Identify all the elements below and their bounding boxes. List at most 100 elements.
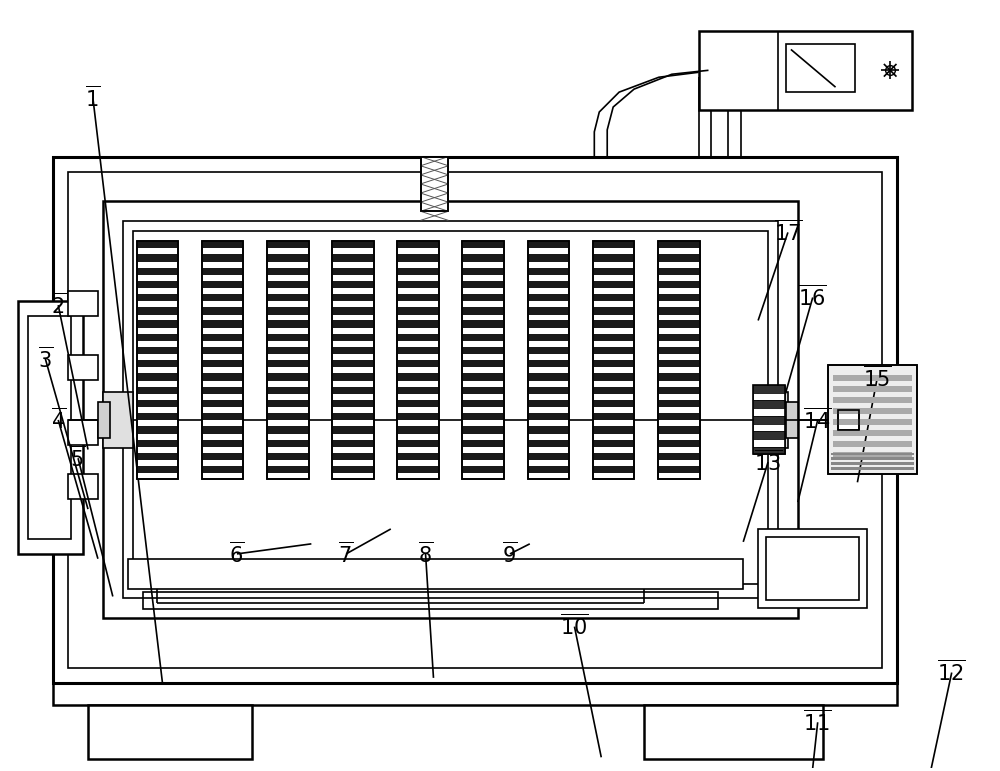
Bar <box>137 426 178 433</box>
Bar <box>658 387 700 394</box>
Bar <box>267 334 309 341</box>
Bar <box>593 281 634 288</box>
Bar <box>137 413 178 420</box>
Bar <box>397 241 439 480</box>
Bar <box>833 419 912 425</box>
Text: $\overline{11}$: $\overline{11}$ <box>803 709 832 735</box>
Bar <box>267 241 309 248</box>
Bar <box>462 387 504 394</box>
Bar <box>786 45 855 92</box>
Bar <box>462 294 504 301</box>
Text: $\overline{13}$: $\overline{13}$ <box>754 449 782 475</box>
Bar <box>593 307 634 315</box>
Bar <box>833 452 912 457</box>
Bar <box>332 453 374 460</box>
Bar <box>397 413 439 420</box>
Bar <box>397 466 439 473</box>
Bar <box>593 373 634 381</box>
Bar <box>753 416 785 423</box>
Bar <box>462 347 504 354</box>
Bar <box>658 413 700 420</box>
Bar <box>528 294 569 301</box>
Bar <box>332 466 374 473</box>
Bar <box>68 419 98 445</box>
Bar <box>462 307 504 315</box>
Bar <box>202 334 243 341</box>
Bar <box>397 334 439 341</box>
Bar <box>462 334 504 341</box>
Bar <box>332 426 374 433</box>
Bar <box>88 705 252 759</box>
Bar <box>658 439 700 447</box>
Bar <box>831 453 914 456</box>
Bar <box>137 360 178 368</box>
Bar <box>202 439 243 447</box>
Bar <box>528 387 569 394</box>
Bar <box>658 347 700 354</box>
Bar <box>699 31 912 110</box>
Bar <box>397 321 439 328</box>
Bar <box>137 241 178 248</box>
Bar <box>397 426 439 433</box>
Bar <box>202 453 243 460</box>
Bar <box>267 281 309 288</box>
Bar <box>397 360 439 368</box>
Bar <box>202 413 243 420</box>
Bar <box>462 453 504 460</box>
Bar <box>753 439 785 446</box>
Bar <box>332 347 374 354</box>
Bar <box>593 241 634 480</box>
Bar <box>833 375 912 381</box>
Bar <box>332 400 374 407</box>
Bar <box>753 385 785 392</box>
Bar <box>267 307 309 315</box>
Bar <box>332 387 374 394</box>
Bar <box>828 365 917 474</box>
Bar <box>202 373 243 381</box>
Bar <box>332 281 374 288</box>
Bar <box>838 410 859 429</box>
Bar <box>658 334 700 341</box>
Bar <box>462 268 504 274</box>
Bar <box>658 360 700 368</box>
Bar <box>202 387 243 394</box>
Bar <box>593 334 634 341</box>
Bar <box>658 307 700 315</box>
Bar <box>103 201 798 618</box>
Bar <box>267 400 309 407</box>
Bar <box>267 321 309 328</box>
Text: $\overline{17}$: $\overline{17}$ <box>774 220 802 245</box>
Text: $\overline{9}$: $\overline{9}$ <box>502 541 518 567</box>
Bar <box>658 373 700 381</box>
Bar <box>753 446 785 454</box>
Bar <box>332 254 374 261</box>
Bar <box>528 373 569 381</box>
Bar <box>528 321 569 328</box>
Bar <box>137 241 178 480</box>
Bar <box>593 387 634 394</box>
Bar <box>137 373 178 381</box>
Bar <box>753 400 785 408</box>
Bar <box>267 373 309 381</box>
Bar <box>332 241 374 480</box>
Bar <box>833 440 912 446</box>
Bar <box>137 439 178 447</box>
Bar <box>593 400 634 407</box>
Bar <box>332 294 374 301</box>
Bar <box>462 254 504 261</box>
Bar <box>202 241 243 480</box>
Bar <box>397 254 439 261</box>
Bar <box>528 453 569 460</box>
Bar <box>397 347 439 354</box>
Bar <box>133 231 768 584</box>
Bar <box>137 334 178 341</box>
Bar <box>68 172 882 668</box>
Bar <box>143 591 718 609</box>
Bar <box>137 294 178 301</box>
Bar <box>658 426 700 433</box>
Bar <box>462 281 504 288</box>
Text: $\overline{8}$: $\overline{8}$ <box>418 541 433 567</box>
Bar <box>658 466 700 473</box>
Bar <box>462 241 504 480</box>
Bar <box>421 157 448 211</box>
